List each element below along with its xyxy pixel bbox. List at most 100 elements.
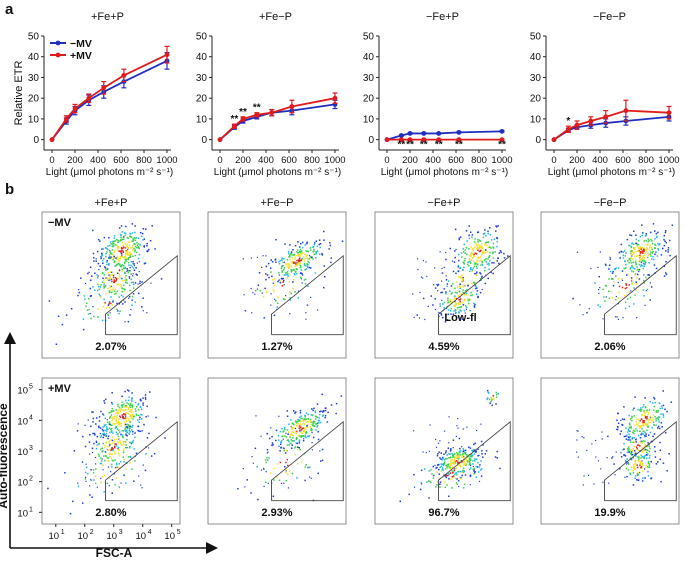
flow-dot: [634, 416, 637, 419]
flow-dot: [131, 223, 134, 225]
flow-dot: [111, 243, 114, 245]
flow-dot: [616, 316, 618, 318]
flow-dot: [630, 246, 633, 249]
flow-dot: [480, 259, 482, 261]
flow-dot: [139, 430, 142, 433]
flow-dot: [641, 451, 644, 454]
flow-dot: [108, 301, 111, 303]
flow-dot: [489, 233, 492, 236]
flow-dot: [105, 435, 108, 437]
flow-dot: [635, 438, 637, 441]
flow-dot: [458, 306, 461, 309]
x-tick-label: 1000: [324, 155, 345, 166]
flow-dot: [481, 288, 483, 291]
flow-dot: [128, 284, 131, 287]
flow-dot: [132, 439, 135, 442]
flow-dot: [309, 247, 312, 249]
flow-dot: [127, 456, 130, 458]
flow-dot: [659, 441, 661, 444]
flow-dot: [640, 246, 642, 249]
flow-dot: [108, 306, 110, 308]
flow-dot: [285, 436, 288, 438]
flow-dot: [124, 423, 127, 426]
flow-dot: [108, 485, 110, 487]
flow-dot: [428, 450, 430, 452]
flow-dot: [618, 251, 621, 254]
flow-dot: [641, 447, 643, 449]
flow-dot: [315, 251, 317, 253]
flow-dot: [147, 415, 149, 417]
flow-dot: [268, 437, 271, 440]
flow-dot: [431, 473, 433, 475]
flow-dot: [455, 482, 458, 484]
flow-dot: [135, 237, 138, 239]
flow-dot: [106, 277, 108, 279]
flow-dot: [647, 274, 649, 276]
flow-dot: [635, 289, 637, 291]
flow-dot: [470, 259, 473, 261]
flow-dot: [118, 250, 120, 253]
flow-dot: [462, 278, 464, 280]
flow-dot: [640, 466, 643, 468]
flow-dot: [121, 248, 123, 250]
flow-dot: [146, 250, 148, 253]
flow-dot: [121, 414, 124, 416]
flow-dot: [296, 268, 298, 271]
flow-dot: [433, 284, 435, 286]
flow-dot: [450, 458, 452, 461]
flow-dot: [454, 459, 457, 462]
flow-dot: [469, 268, 472, 270]
flow-dot: [473, 273, 476, 275]
flow-dot: [119, 416, 122, 419]
flow-dot: [290, 425, 292, 428]
flow-dot: [438, 468, 440, 471]
flow-dot: [657, 231, 659, 234]
flow-dot: [486, 389, 489, 392]
flow-dot: [464, 453, 466, 455]
flow-dot: [634, 430, 636, 433]
flow-dot: [637, 240, 640, 242]
flow-dot: [636, 444, 639, 446]
flow-dot: [465, 453, 468, 456]
flow-dot: [640, 248, 643, 250]
flow-dot: [260, 469, 263, 471]
flow-dot: [458, 437, 461, 440]
flow-dot: [640, 454, 642, 457]
flow-dot: [140, 235, 143, 238]
flow-dot: [124, 258, 126, 261]
flow-dot: [117, 433, 119, 435]
flow-dot: [93, 479, 95, 481]
flow-dot: [111, 436, 114, 439]
flow-dot: [131, 426, 133, 428]
flow-dot: [116, 302, 118, 305]
flow-dot: [651, 242, 654, 245]
flow-dot: [105, 307, 108, 310]
data-point: [269, 110, 275, 116]
flow-dot: [646, 429, 648, 432]
y-tick-label: 20: [530, 94, 542, 105]
flow-dot: [99, 457, 102, 459]
flow-dot: [620, 243, 623, 246]
flow-dot: [132, 267, 135, 269]
flow-dot: [283, 447, 285, 450]
flow-dot: [129, 402, 132, 405]
flow-dot: [304, 257, 306, 260]
flow-dot: [96, 277, 99, 279]
flow-dot: [103, 425, 106, 427]
flow-dot: [137, 425, 140, 428]
flow-dot: [438, 451, 440, 453]
flow-dot: [474, 262, 477, 265]
x-tick-label: 200: [569, 155, 585, 166]
flow-dot: [271, 261, 274, 263]
flow-dot: [633, 268, 636, 270]
flow-dot: [103, 236, 106, 239]
flow-dot: [296, 264, 298, 267]
flow-dot: [463, 309, 466, 312]
flow-dot: [457, 253, 460, 256]
flow-dot: [110, 278, 113, 281]
flow-dot: [456, 453, 459, 455]
flow-dot: [118, 449, 120, 451]
flow-dot: [664, 431, 667, 434]
flow-dot: [122, 474, 125, 476]
flow-dots: [572, 223, 674, 321]
